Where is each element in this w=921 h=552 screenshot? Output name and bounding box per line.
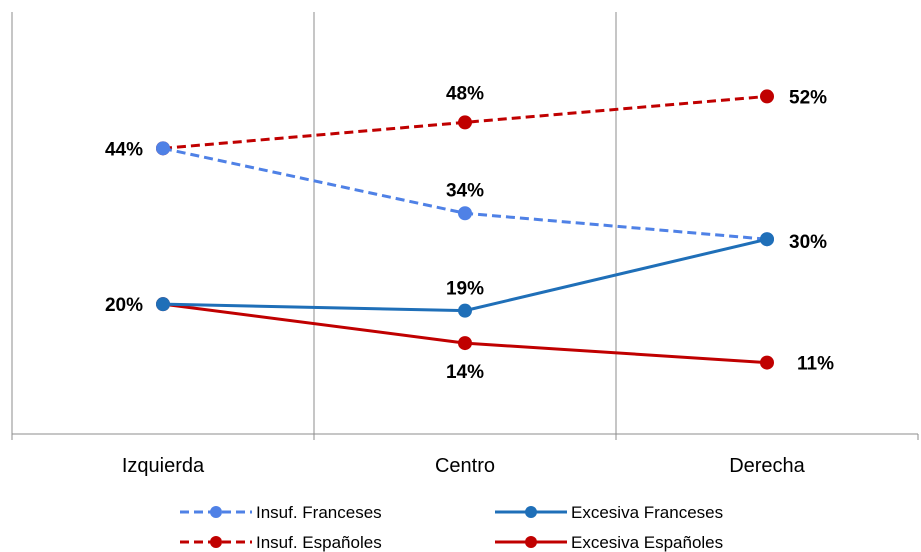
legend-label: Insuf. Españoles — [256, 533, 382, 552]
x-tick-label: Derecha — [729, 455, 805, 477]
data-point — [156, 141, 170, 156]
legend-marker — [525, 506, 537, 518]
data-label: 11% — [797, 354, 834, 375]
data-label: 44% — [105, 139, 143, 160]
x-axis: Izquierda Centro Derecha — [11, 433, 919, 477]
data-label: 48% — [446, 83, 484, 104]
legend: Insuf. Franceses Excesiva Franceses Insuf.… — [180, 503, 723, 552]
legend-label: Insuf. Franceses — [256, 503, 382, 522]
legend-marker — [525, 536, 537, 548]
legend-label: Excesiva Españoles — [571, 533, 723, 552]
data-point — [760, 355, 774, 370]
x-tick-label: Centro — [435, 455, 495, 477]
data-point — [458, 115, 472, 130]
series-line — [162, 94, 768, 150]
data-point — [458, 206, 472, 221]
data-labels: 34% 19% 30% 44% 48% 52% 20% 14% 11% — [105, 83, 834, 383]
legend-marker — [210, 506, 222, 518]
data-label: 30% — [789, 232, 827, 253]
series-line — [162, 237, 768, 313]
data-point — [458, 336, 472, 351]
series-layer — [156, 89, 774, 370]
data-label: 52% — [789, 87, 827, 108]
data-point — [156, 297, 170, 312]
data-label: 19% — [446, 279, 484, 300]
data-label: 20% — [105, 295, 143, 316]
data-point — [760, 232, 774, 247]
data-point — [760, 89, 774, 104]
x-tick-label: Izquierda — [122, 455, 205, 477]
data-label: 14% — [446, 362, 484, 383]
grid-lines — [11, 12, 617, 434]
legend-marker — [210, 536, 222, 548]
legend-label: Excesiva Franceses — [571, 503, 723, 522]
data-label: 34% — [446, 180, 484, 201]
data-point — [458, 303, 472, 318]
